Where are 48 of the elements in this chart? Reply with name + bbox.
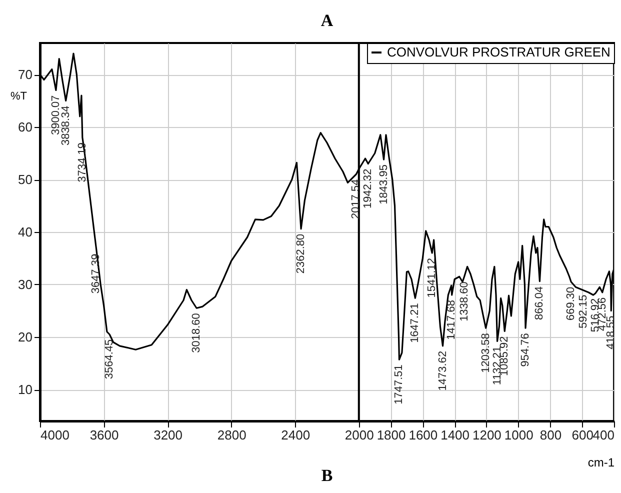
x-tick-label: 2000	[344, 428, 374, 442]
x-tick-label: 2400	[281, 428, 310, 442]
y-axis-title: %T	[10, 90, 28, 102]
annotation: 2362.80	[295, 234, 308, 274]
annotation: 1473.62	[436, 350, 449, 391]
x-tick-label: 1000	[504, 428, 534, 442]
x-tick-label: 1800	[376, 428, 406, 442]
annotation: 1747.51	[393, 364, 406, 404]
annotation: 418.55	[605, 316, 618, 350]
annotation: 1843.95	[378, 164, 390, 204]
text: B	[321, 466, 333, 485]
y-tick-label: 50	[18, 172, 32, 187]
x-tick-label: 1600	[408, 428, 438, 442]
x-tick-label: 2800	[217, 428, 246, 442]
x-tick-label: 4000	[40, 428, 70, 442]
y-tick-label: 40	[18, 224, 32, 240]
x-tick-label: 800	[540, 428, 562, 442]
annotation: 3647.39	[90, 254, 102, 294]
x-tick-label: 600	[572, 428, 594, 442]
annotation: 592.15	[577, 294, 590, 328]
annotation: 2017.54	[350, 179, 362, 220]
annotation: 1541.12	[426, 258, 438, 298]
annotation: 1338.60	[458, 282, 470, 322]
annotation: 3900.07	[50, 95, 62, 136]
annotation: 1942.32	[362, 168, 374, 209]
annotation: 3734.19	[76, 142, 88, 182]
x-tick-label: 1200	[472, 428, 502, 442]
annotation: 3838.34	[60, 106, 72, 146]
y-tick-label: 10	[18, 382, 32, 397]
annotation: 954.76	[520, 333, 532, 367]
x-tick-label: 400	[592, 428, 614, 442]
x-axis-title: cm-1	[588, 456, 615, 470]
annotation: 1203.58	[480, 333, 492, 373]
chart-title: A	[320, 11, 334, 30]
annotation: 1417.68	[446, 300, 458, 340]
legend-label: CONVOLVUR PROSTRATUR GREEN	[387, 44, 610, 60]
annotation: 3564.45	[103, 339, 116, 380]
x-tick-label: 3600	[90, 428, 119, 442]
y-tick-label: 20	[18, 330, 32, 344]
x-tick-label: 3200	[154, 428, 183, 442]
x-tick-label: 1400	[440, 428, 470, 442]
y-tick-label: 30	[18, 277, 32, 292]
annotation: 866.04	[534, 286, 546, 320]
annotation: 669.30	[565, 286, 578, 321]
annotation: 3018.60	[190, 313, 202, 353]
annotation: 1647.21	[409, 303, 422, 343]
y-tick-label: 60	[18, 120, 32, 134]
y-tick-label: 70	[18, 67, 32, 82]
